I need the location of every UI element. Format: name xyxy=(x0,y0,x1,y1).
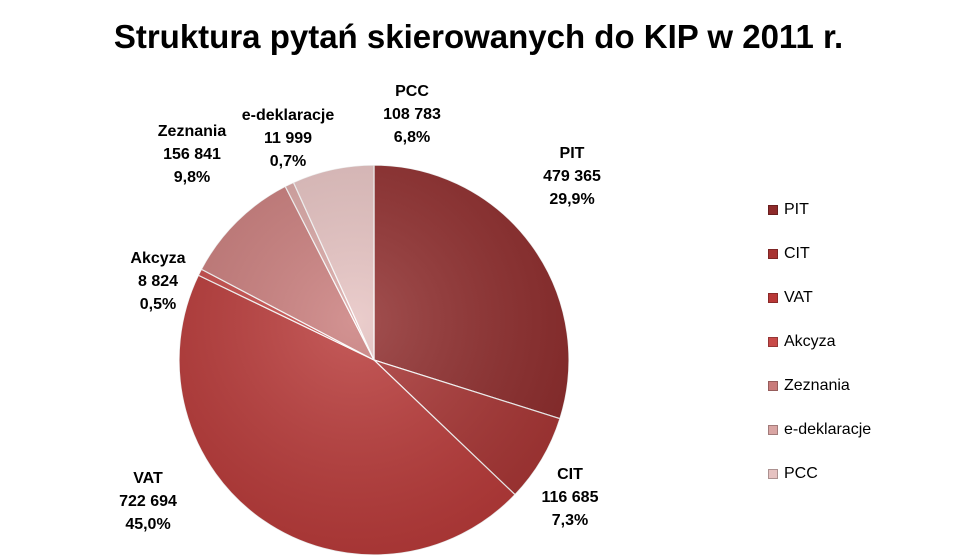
legend-label: Akcyza xyxy=(784,333,836,350)
data-label-percent-label: 9,8% xyxy=(173,169,211,186)
legend-item-zeznania: Zeznania xyxy=(768,376,850,396)
data-label-percent-label: 0,5% xyxy=(139,296,177,313)
data-label-value-label: 156 841 xyxy=(163,146,221,163)
data-label-name: VAT xyxy=(133,470,163,487)
legend-item-pcc: PCC xyxy=(768,464,818,484)
data-label-value-label: 479 365 xyxy=(543,168,601,185)
legend-swatch xyxy=(768,469,778,479)
data-label-value-label: 116 685 xyxy=(541,489,599,506)
data-label-name: PIT xyxy=(559,145,585,162)
data-label-name: PCC xyxy=(395,83,429,100)
legend-label: PIT xyxy=(784,201,809,218)
legend-swatch xyxy=(768,381,778,391)
legend-swatch xyxy=(768,293,778,303)
legend-label: VAT xyxy=(784,289,813,306)
data-label-name: Zeznania xyxy=(157,123,227,140)
data-label-percent-label: 6,8% xyxy=(393,129,431,146)
data-label-name: e-deklaracje xyxy=(241,107,335,124)
legend-swatch xyxy=(768,205,778,215)
legend-item-e-deklaracje: e-deklaracje xyxy=(768,420,871,440)
data-label-pit: PIT 479 365 29,9% xyxy=(512,142,632,211)
chart-title: Struktura pytań skierowanych do KIP w 20… xyxy=(113,18,844,55)
data-label-value-label: 108 783 xyxy=(383,106,441,123)
data-label-zeznania: Zeznania 156 841 9,8% xyxy=(132,120,252,189)
legend-label: PCC xyxy=(784,465,818,482)
legend-swatch xyxy=(768,425,778,435)
data-label-value-label: 11 999 xyxy=(263,130,313,147)
legend-item-akcyza: Akcyza xyxy=(768,332,836,352)
legend-item-cit: CIT xyxy=(768,244,810,264)
data-label-akcyza: Akcyza 8 824 0,5% xyxy=(98,247,218,316)
legend-item-vat: VAT xyxy=(768,288,813,308)
data-label-e-deklaracje: e-deklaracje 11 999 0,7% xyxy=(228,104,348,173)
data-label-pcc: PCC 108 783 6,8% xyxy=(352,80,472,149)
data-label-cit: CIT 116 685 7,3% xyxy=(510,463,630,532)
legend-item-pit: PIT xyxy=(768,200,809,220)
legend-swatch xyxy=(768,249,778,259)
data-label-name: Akcyza xyxy=(130,250,186,267)
legend-swatch xyxy=(768,337,778,347)
data-label-percent-label: 7,3% xyxy=(551,512,589,529)
data-label-value-label: 722 694 xyxy=(119,493,177,510)
legend-label: CIT xyxy=(784,245,810,262)
data-label-value-label: 8 824 xyxy=(137,273,179,290)
legend-label: e-deklaracje xyxy=(784,421,872,438)
data-label-percent-label: 29,9% xyxy=(549,191,595,208)
data-label-percent-label: 0,7% xyxy=(269,153,307,170)
legend-label: Zeznania xyxy=(784,377,850,394)
data-label-vat: VAT 722 694 45,0% xyxy=(88,467,208,536)
data-label-percent-label: 45,0% xyxy=(125,516,171,533)
data-label-name: CIT xyxy=(557,466,583,483)
